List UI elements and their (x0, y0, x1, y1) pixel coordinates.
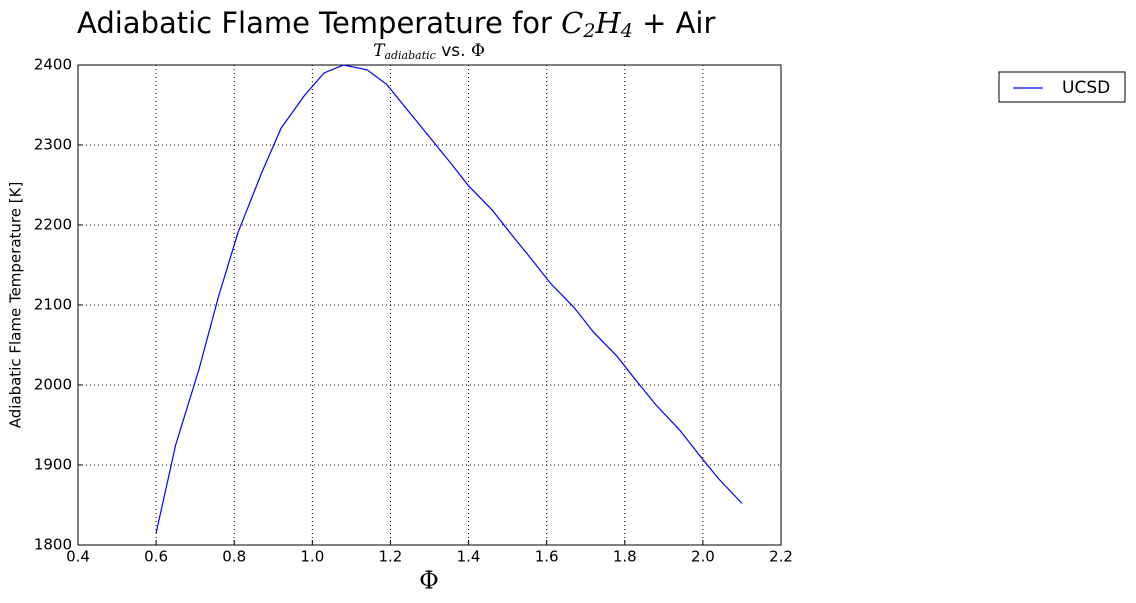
title-subscript: 4 (620, 20, 633, 42)
legend-box (998, 71, 1126, 103)
x-tick-label: 2.0 (691, 548, 715, 566)
x-tick-label: 0.4 (66, 548, 90, 566)
x-tick-label: 1.2 (379, 548, 403, 566)
y-tick-label: 2100 (34, 296, 72, 314)
y-tick-label: 2400 (34, 56, 72, 74)
x-tick-label: 1.4 (457, 548, 481, 566)
y-tick-label: 1800 (34, 536, 72, 554)
title-subscript: 2 (582, 20, 595, 42)
y-axis-label: Adiabatic Flame Temperature [K] (7, 182, 25, 429)
subtitle-subscript: adiabatic (384, 49, 435, 62)
x-axis-label: Φ (419, 567, 439, 595)
x-tick-label: 1.6 (535, 548, 559, 566)
x-tick-label: 2.2 (769, 548, 793, 566)
x-tick-label: 0.8 (222, 548, 246, 566)
y-tick-label: 2200 (34, 216, 72, 234)
legend: UCSD (998, 71, 1126, 103)
title-formula: H (594, 6, 621, 40)
y-tick-label: 1900 (34, 456, 72, 474)
y-tick-label: 2300 (34, 136, 72, 154)
y-tick-label: 2000 (34, 376, 72, 394)
subtitle-symbol: T (373, 41, 386, 61)
data-line (155, 64, 743, 534)
x-tick-label: 1.8 (613, 548, 637, 566)
subtitle-text: vs. (436, 41, 471, 61)
title-text: + Air (633, 6, 716, 40)
title-text: Adiabatic Flame Temperature for (77, 6, 561, 40)
chart-title: Adiabatic Flame Temperature for C2H4 + A… (77, 6, 715, 42)
x-tick-label: 0.6 (144, 548, 168, 566)
chart-subtitle: Tadiabatic vs. Φ (373, 41, 485, 63)
legend-label: UCSD (1062, 78, 1110, 98)
subtitle-symbol: Φ (471, 41, 485, 61)
plot-frame (77, 64, 782, 546)
x-tick-label: 1.0 (300, 548, 324, 566)
title-formula: C (561, 6, 583, 40)
